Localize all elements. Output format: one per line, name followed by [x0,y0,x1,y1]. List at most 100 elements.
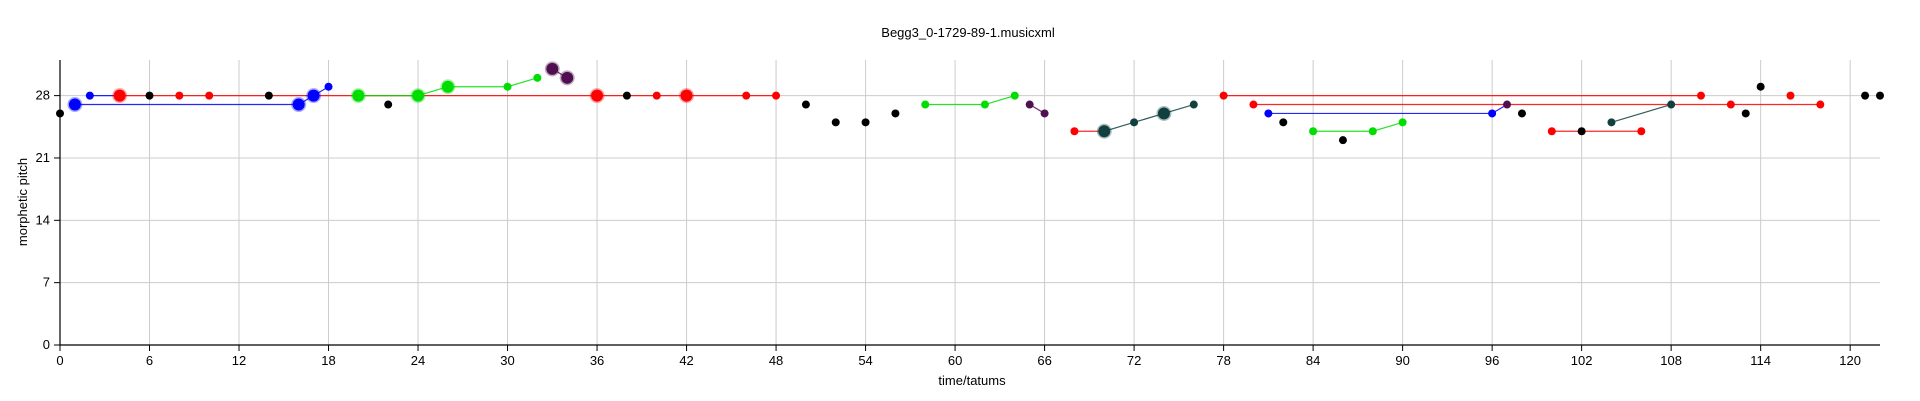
data-point [1741,109,1750,118]
data-point [67,97,83,113]
data-point [350,88,366,104]
axes [54,60,1880,351]
data-point [205,91,214,100]
data-point [440,79,456,95]
data-point [533,73,542,82]
y-axis-title: morphetic pitch [15,158,30,246]
data-point [1130,118,1139,127]
x-tick-label: 60 [948,353,962,368]
data-point [980,100,989,109]
data-point [503,82,512,91]
data-point [1156,105,1172,121]
x-tick-label: 78 [1216,353,1230,368]
data-point [1726,100,1735,109]
data-point [1861,91,1870,100]
data-point [544,61,560,77]
data-point [264,91,273,100]
data-point [1338,136,1347,145]
data-point [1249,100,1258,109]
data-point [175,91,184,100]
y-tick-label: 28 [36,88,50,103]
data-point [831,118,840,127]
x-tick-label: 18 [321,353,335,368]
data-point [1096,123,1112,139]
data-point [801,100,810,109]
data-point [1577,127,1586,136]
data-point [772,91,781,100]
series-line [925,95,1015,106]
data-point [1279,118,1288,127]
data-points [56,61,1884,145]
x-tick-label: 54 [858,353,872,368]
data-point [145,91,154,100]
chart-title: Begg3_0-1729-89-1.musicxml [881,25,1055,40]
series-line [1313,121,1403,132]
data-point [85,91,94,100]
data-point [1010,91,1019,100]
data-point [589,88,605,104]
data-point [1816,100,1825,109]
x-tick-label: 12 [232,353,246,368]
x-tick-label: 30 [500,353,514,368]
data-point [1189,100,1198,109]
data-point [1219,91,1228,100]
x-tick-label: 36 [590,353,604,368]
data-point [679,88,695,104]
y-tick-label: 0 [43,337,50,352]
x-tick-label: 48 [769,353,783,368]
x-tick-label: 72 [1127,353,1141,368]
data-point [652,91,661,100]
data-point [1756,82,1765,91]
data-point [1876,91,1884,100]
data-point [1517,109,1526,118]
data-point [1503,100,1512,109]
x-tick-label: 96 [1485,353,1499,368]
x-tick-label: 0 [56,353,63,368]
series-line [1611,103,1672,123]
series-line [1104,103,1194,132]
data-point [1607,118,1616,127]
x-tick-label: 102 [1571,353,1593,368]
data-point [1637,127,1646,136]
grid-lines [60,60,1880,345]
data-point [742,91,751,100]
data-point [1040,109,1049,118]
data-point [1547,127,1556,136]
x-tick-label: 24 [411,353,425,368]
data-point [56,109,64,118]
data-point [559,70,575,86]
data-point [410,88,426,104]
data-point [112,88,128,104]
series-line [1268,104,1508,115]
y-tick-label: 14 [36,212,50,227]
tick-labels: 0 6 12 18 24 30 36 42 48 54 60 66 72 78 84 90 96 102 108 11… [36,88,1861,368]
data-point [384,100,393,109]
data-point [891,109,900,118]
data-point [1667,100,1676,109]
x-axis-title: time/tatums [938,373,1006,388]
data-point [306,88,322,104]
x-tick-label: 108 [1660,353,1682,368]
data-point [291,97,307,113]
data-point [1368,127,1377,136]
series-line [74,86,329,106]
x-tick-label: 66 [1037,353,1051,368]
data-point [324,82,333,91]
x-tick-label: 84 [1306,353,1320,368]
data-point [1070,127,1079,136]
data-point [1309,127,1318,136]
x-tick-label: 90 [1395,353,1409,368]
x-tick-label: 6 [146,353,153,368]
data-point [1398,118,1407,127]
data-point [622,91,631,100]
y-tick-label: 7 [43,275,50,290]
x-tick-label: 120 [1839,353,1861,368]
data-point [1488,109,1497,118]
data-point [1264,109,1273,118]
data-point [861,118,870,127]
data-point [921,100,930,109]
x-tick-label: 42 [679,353,693,368]
data-point [1025,100,1034,109]
y-tick-label: 21 [36,150,50,165]
